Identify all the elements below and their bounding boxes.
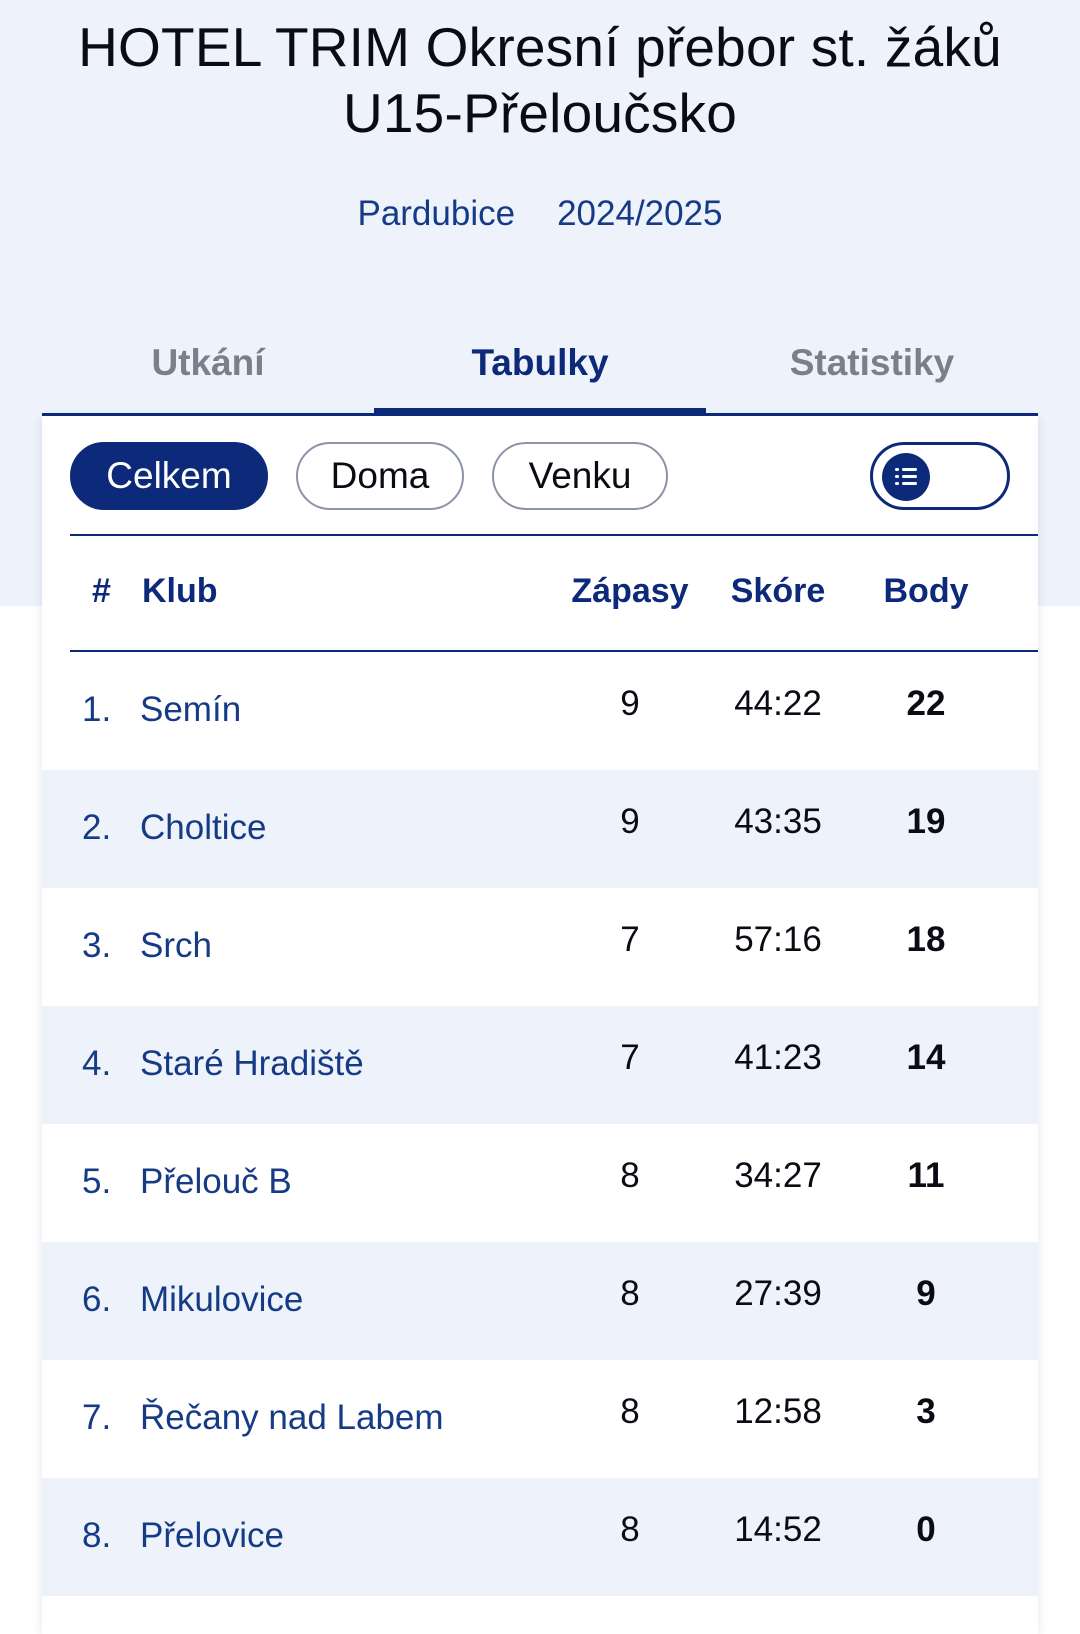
header-rank: #: [92, 572, 111, 610]
row-club[interactable]: Přelovice: [140, 1516, 284, 1555]
tab-tabulky[interactable]: Tabulky: [374, 330, 706, 416]
row-score: 12:58: [734, 1392, 822, 1431]
row-points: 9: [916, 1274, 936, 1313]
header-score: Skóre: [730, 572, 826, 610]
filter-pills: Celkem Doma Venku: [70, 442, 668, 510]
table-row[interactable]: 3. Srch 7 57:16 18: [42, 888, 1038, 1006]
region-label: Pardubice: [357, 194, 516, 233]
table-row[interactable]: 4. Staré Hradiště 7 41:23 14: [42, 1006, 1038, 1124]
table-row[interactable]: 5. Přelouč B 8 34:27 11: [42, 1124, 1038, 1242]
row-score: 44:22: [734, 684, 822, 723]
table-row[interactable]: 2. Choltice 9 43:35 19: [42, 770, 1038, 888]
row-rank: 2.: [82, 808, 112, 847]
row-rank: 6.: [82, 1280, 112, 1319]
table-row[interactable]: 7. Řečany nad Labem 8 12:58 3: [42, 1360, 1038, 1478]
title-line-1: HOTEL TRIM Okresní přebor st. žáků: [78, 16, 1002, 78]
view-toggle[interactable]: [870, 442, 1010, 510]
filter-divider: [70, 534, 1038, 536]
row-club[interactable]: Srch: [140, 926, 212, 965]
row-rank: 5.: [82, 1162, 112, 1201]
standings-rows: 1. Semín 9 44:22 22 2. Choltice 9 43:35 …: [42, 652, 1038, 1596]
table-row[interactable]: 6. Mikulovice 8 27:39 9: [42, 1242, 1038, 1360]
competition-title: HOTEL TRIM Okresní přebor st. žáků U15-P…: [40, 14, 1040, 146]
filter-venku-button[interactable]: Venku: [492, 442, 668, 510]
competition-meta: Pardubice 2024/2025: [0, 194, 1080, 234]
row-rank: 3.: [82, 926, 112, 965]
row-points: 11: [907, 1156, 945, 1195]
row-matches: 9: [620, 684, 640, 723]
list-icon: [882, 453, 930, 501]
row-club[interactable]: Mikulovice: [140, 1280, 304, 1319]
tab-statistiky[interactable]: Statistiky: [789, 342, 955, 383]
row-rank: 4.: [82, 1044, 112, 1083]
row-score: 43:35: [734, 802, 822, 841]
row-matches: 7: [620, 1038, 640, 1077]
row-rank: 1.: [82, 690, 112, 729]
row-club[interactable]: Choltice: [140, 808, 267, 847]
row-matches: 8: [620, 1510, 640, 1549]
standings-card: Celkem Doma Venku # Klub Zápasy Skóre Bo…: [42, 416, 1038, 1634]
row-score: 41:23: [734, 1038, 822, 1077]
season-label: 2024/2025: [557, 194, 723, 233]
header-club: Klub: [142, 572, 218, 610]
row-points: 3: [916, 1392, 936, 1431]
tab-utkani[interactable]: Utkání: [151, 342, 265, 383]
header-points: Body: [883, 572, 969, 610]
row-matches: 8: [620, 1156, 640, 1195]
row-points: 22: [906, 684, 946, 723]
row-club[interactable]: Semín: [140, 690, 242, 729]
row-matches: 8: [620, 1392, 640, 1431]
row-matches: 8: [620, 1274, 640, 1313]
row-points: 14: [906, 1038, 946, 1077]
main-tabs: Utkání Tabulky Statistiky: [42, 330, 1038, 416]
header-matches: Zápasy: [571, 572, 689, 610]
row-points: 0: [916, 1510, 936, 1549]
table-row[interactable]: 8. Přelovice 8 14:52 0: [42, 1478, 1038, 1596]
table-row[interactable]: 1. Semín 9 44:22 22: [42, 652, 1038, 770]
row-points: 18: [906, 920, 946, 959]
filter-celkem-button[interactable]: Celkem: [70, 442, 268, 510]
row-points: 19: [906, 802, 946, 841]
filter-doma-button[interactable]: Doma: [296, 442, 464, 510]
row-matches: 7: [620, 920, 640, 959]
row-club[interactable]: Přelouč B: [140, 1162, 292, 1201]
title-line-2: U15-Přeloučsko: [342, 82, 738, 144]
row-rank: 8.: [82, 1516, 112, 1555]
row-score: 27:39: [734, 1274, 822, 1313]
row-score: 14:52: [734, 1510, 822, 1549]
row-club[interactable]: Řečany nad Labem: [140, 1398, 444, 1437]
table-header: # Klub Zápasy Skóre Body: [70, 536, 1038, 652]
row-score: 57:16: [734, 920, 822, 959]
row-rank: 7.: [82, 1398, 112, 1437]
row-club[interactable]: Staré Hradiště: [140, 1044, 364, 1083]
row-matches: 9: [620, 802, 640, 841]
row-score: 34:27: [734, 1156, 822, 1195]
